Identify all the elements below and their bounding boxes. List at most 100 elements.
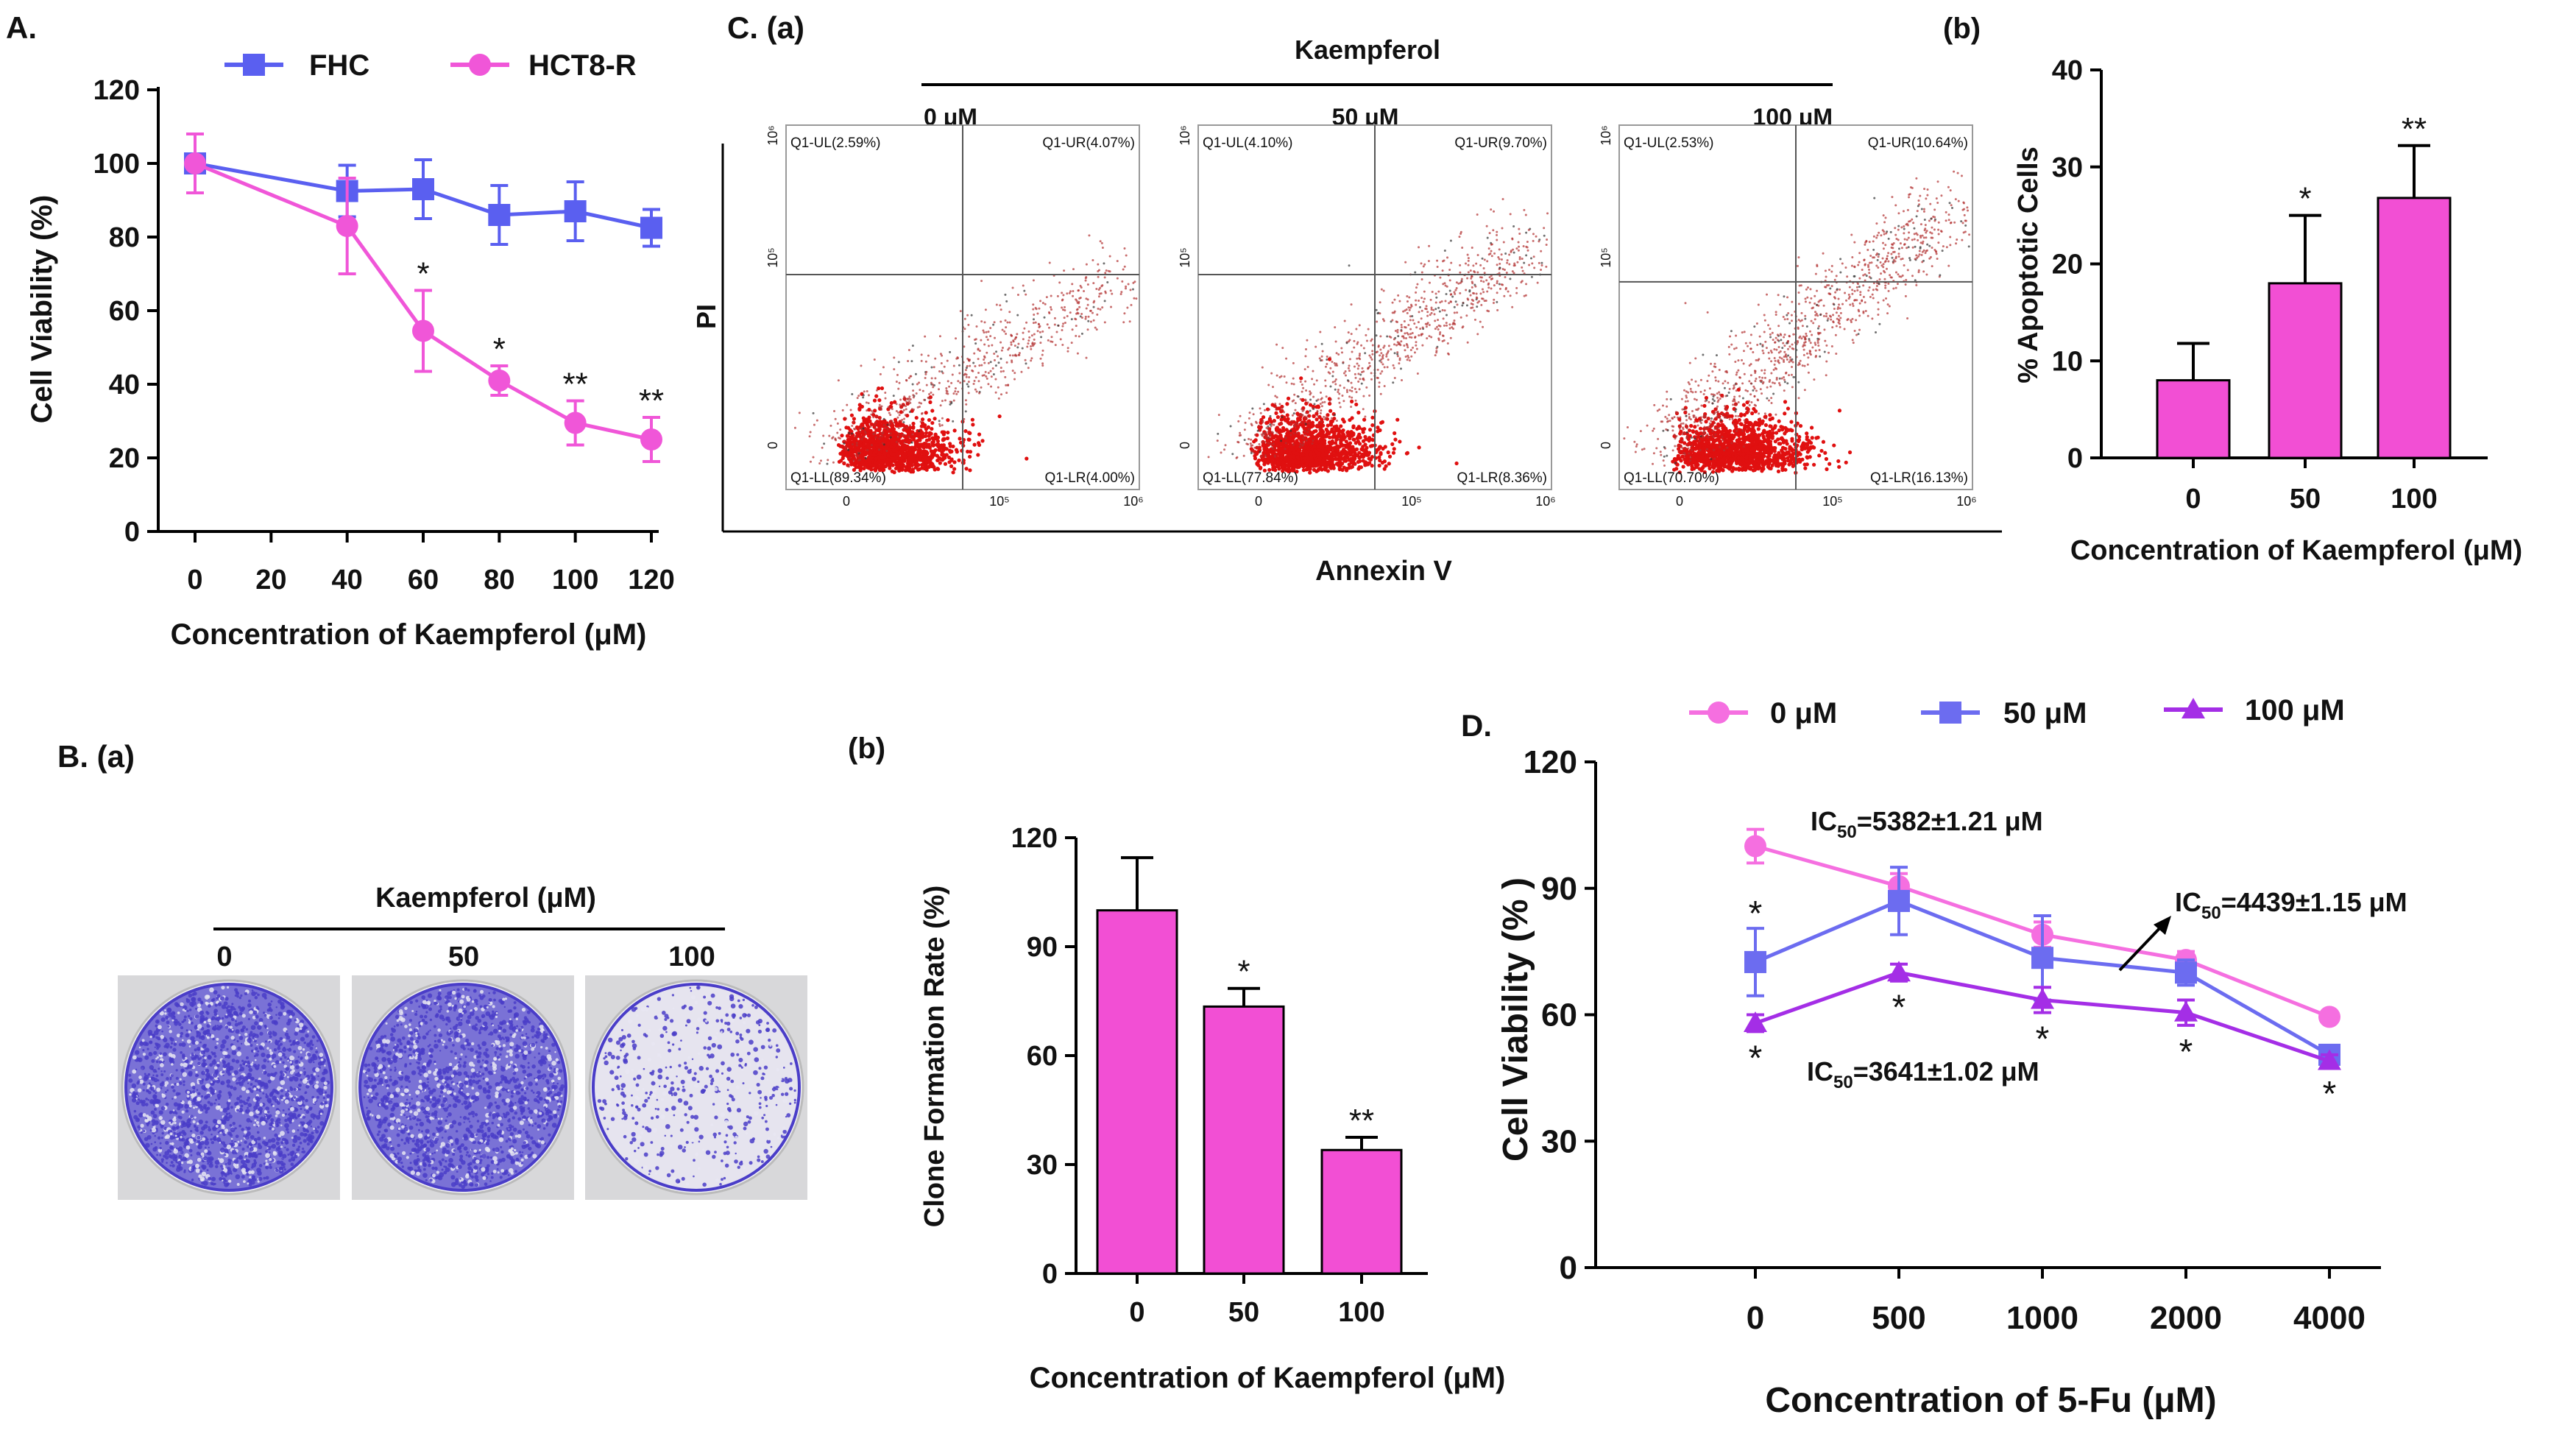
bar-rect bbox=[2377, 197, 2452, 459]
data-point bbox=[1744, 1011, 1767, 1032]
y-tick-label: 90 bbox=[1541, 871, 1577, 907]
panel-c-y-label: PI bbox=[691, 304, 721, 329]
panel-b-group-label: Kaempferol (μM) bbox=[375, 883, 596, 914]
panel-a-y-ticks: 0 20 40 60 80 100 120 bbox=[93, 75, 158, 548]
panel-cb-bars: 0 50 * 100 ** bbox=[2156, 111, 2452, 515]
y-tick-label: 0 bbox=[2067, 443, 2083, 474]
panel-c-x-label: Annexin V bbox=[1315, 556, 1452, 587]
y-tick-label: 20 bbox=[2052, 250, 2083, 280]
y-tick-label: 60 bbox=[1541, 997, 1577, 1034]
y-tick-label: 60 bbox=[109, 296, 140, 327]
quadrant-ur: Q1-UR(10.64%) bbox=[1868, 135, 1968, 151]
panel-bb-y-ticks: 0 30 60 90 120 bbox=[1011, 823, 1076, 1290]
bar-50: 50 * bbox=[2268, 181, 2343, 515]
panel-bb-bars: 0 50 * 100 ** bbox=[1096, 856, 1403, 1328]
panel-c-label: C. (a) bbox=[727, 10, 804, 45]
panel-b-a: B. (a) Kaempferol (μM) 0 50 100 bbox=[57, 739, 807, 1200]
panel-bb-x-label: Concentration of Kaempferol (μM) bbox=[1030, 1362, 1506, 1394]
panel-cb-y-ticks: 0 10 20 30 40 bbox=[2052, 55, 2101, 474]
y-tick-label: 80 bbox=[109, 222, 140, 253]
flow-y-tick: 10⁵ bbox=[1178, 247, 1192, 267]
significance-mark: * bbox=[2179, 1033, 2193, 1072]
panel-a-label: A. bbox=[6, 10, 37, 45]
panel-d-annotations: * * * * * * bbox=[1749, 894, 2337, 1114]
series-line bbox=[194, 161, 652, 442]
plate-label-0: 0 bbox=[216, 941, 232, 972]
x-tick-label: 0 bbox=[2185, 484, 2201, 515]
flow-x-tick: 0 bbox=[1676, 494, 1683, 509]
quadrant-ll: Q1-LL(77.84%) bbox=[1203, 470, 1298, 486]
significance-mark: * bbox=[2036, 1020, 2050, 1059]
series-line bbox=[194, 161, 652, 230]
flow-x-tick: 10⁶ bbox=[1956, 494, 1976, 509]
x-tick-label: 80 bbox=[484, 565, 514, 596]
legend-d100-marker bbox=[2182, 698, 2205, 718]
y-tick-label: 90 bbox=[1027, 932, 1058, 963]
panel-c-group-label: Kaempferol bbox=[1295, 35, 1440, 65]
legend-d50-marker bbox=[1939, 702, 1961, 724]
bar-rect bbox=[2156, 379, 2231, 459]
x-tick-label: 120 bbox=[628, 565, 674, 596]
data-point bbox=[184, 152, 206, 174]
y-tick-label: 30 bbox=[1027, 1150, 1058, 1181]
y-tick-label: 0 bbox=[124, 517, 140, 548]
data-point bbox=[2031, 947, 2053, 969]
quadrant-ul: Q1-UL(4.10%) bbox=[1203, 135, 1293, 151]
x-tick-label: 100 bbox=[2391, 484, 2437, 515]
colony-plate-1 bbox=[352, 975, 574, 1200]
quadrant-ul: Q1-UL(2.53%) bbox=[1624, 135, 1714, 151]
x-tick-label: 2000 bbox=[2150, 1300, 2222, 1336]
panel-d-legend: 0 μM 50 μM 100 μM bbox=[1689, 694, 2345, 729]
legend-fhc-label: FHC bbox=[309, 49, 369, 82]
panel-bb-label: (b) bbox=[848, 732, 885, 765]
x-tick-label: 1000 bbox=[2006, 1300, 2078, 1336]
colonies bbox=[362, 987, 565, 1190]
flow-x-tick: 0 bbox=[1255, 494, 1262, 509]
flow-y-tick: 0 bbox=[1599, 442, 1613, 449]
panel-cb-x-label: Concentration of Kaempferol (μM) bbox=[2070, 535, 2522, 566]
bar-0: 0 bbox=[1096, 856, 1178, 1328]
panel-d-series bbox=[1744, 827, 2341, 1070]
significance-mark: * bbox=[417, 256, 429, 292]
flow-plots: Q1-UL(2.59%) Q1-UR(4.07%) Q1-LL(89.34%) Q1-… bbox=[765, 124, 1977, 509]
panel-a-y-label: Cell Viability (%) bbox=[26, 195, 58, 423]
quadrant-ul: Q1-UL(2.59%) bbox=[790, 135, 881, 151]
y-tick-label: 120 bbox=[1524, 744, 1577, 780]
colonies bbox=[595, 985, 796, 1187]
significance-mark: * bbox=[1237, 954, 1250, 990]
significance-mark: ** bbox=[2402, 111, 2427, 147]
bar-100: 100 ** bbox=[2377, 111, 2452, 515]
legend-d100-label: 100 μM bbox=[2245, 694, 2345, 727]
x-tick-label: 0 bbox=[1129, 1297, 1144, 1328]
significance-mark: ** bbox=[1349, 1103, 1374, 1139]
panel-a-annotations: **** ** bbox=[417, 256, 664, 420]
data-point bbox=[488, 370, 511, 392]
bar-rect bbox=[2268, 282, 2343, 459]
flow-x-tick: 10⁶ bbox=[1123, 494, 1143, 509]
data-point bbox=[2175, 961, 2197, 984]
data-point bbox=[2031, 988, 2054, 1009]
data-point bbox=[2318, 1049, 2341, 1070]
flow-plot-2: Q1-UL(2.53%) Q1-UR(10.64%) Q1-LL(70.70%) Q1… bbox=[1599, 124, 1977, 509]
significance-mark: * bbox=[2323, 1075, 2337, 1114]
data-point bbox=[336, 215, 358, 237]
data-point bbox=[1888, 889, 1910, 912]
bar-rect bbox=[1203, 1005, 1285, 1275]
significance-mark: * bbox=[1749, 1039, 1763, 1078]
x-tick-label: 100 bbox=[552, 565, 598, 596]
y-tick-label: 20 bbox=[109, 443, 140, 474]
flow-events bbox=[1623, 170, 1971, 475]
legend-d0-marker bbox=[1708, 702, 1730, 724]
flow-y-tick: 0 bbox=[1178, 442, 1192, 449]
panel-a-series bbox=[184, 133, 662, 463]
flow-x-tick: 10⁵ bbox=[1822, 494, 1842, 509]
panel-a-legend: FHC HCT8-R bbox=[224, 49, 637, 82]
data-point bbox=[1887, 961, 1911, 982]
data-point bbox=[640, 428, 662, 451]
flow-y-tick: 0 bbox=[765, 442, 780, 449]
series-50uM bbox=[1744, 866, 2340, 1066]
legend-hct8r-label: HCT8-R bbox=[528, 49, 637, 82]
data-point bbox=[2174, 1000, 2198, 1022]
flow-x-tick: 10⁵ bbox=[1401, 494, 1421, 509]
x-tick-label: 40 bbox=[332, 565, 363, 596]
